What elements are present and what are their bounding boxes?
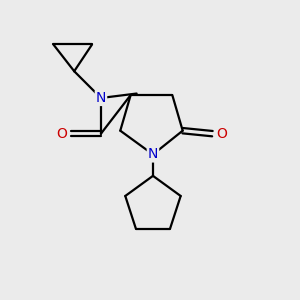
Text: N: N — [148, 148, 158, 161]
Text: N: N — [96, 91, 106, 105]
Text: O: O — [216, 127, 227, 141]
Text: O: O — [56, 127, 67, 141]
